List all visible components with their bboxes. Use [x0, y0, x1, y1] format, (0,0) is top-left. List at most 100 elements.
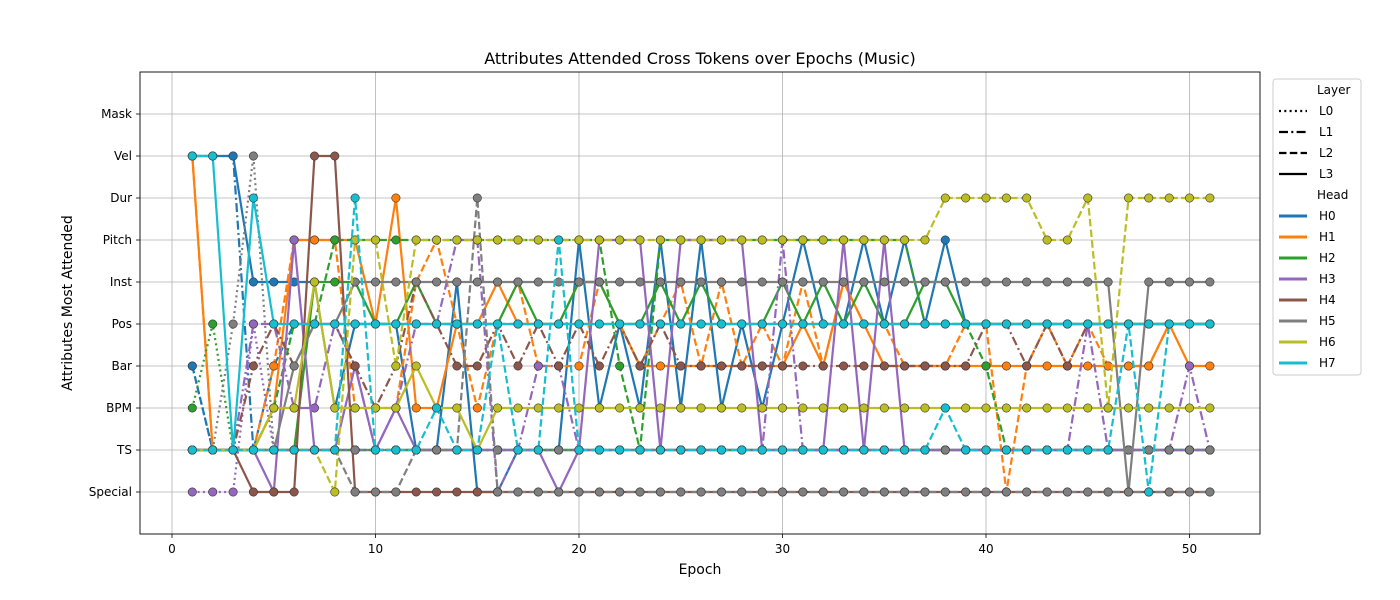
data-point	[472, 277, 482, 287]
data-point	[330, 235, 340, 245]
x-tick-label: 20	[571, 542, 586, 556]
data-point	[961, 319, 971, 329]
data-point	[859, 277, 869, 287]
data-point	[594, 277, 604, 287]
data-point	[493, 235, 503, 245]
data-point	[981, 361, 991, 371]
data-point	[574, 445, 584, 455]
data-point	[1083, 403, 1093, 413]
data-point	[1124, 403, 1134, 413]
data-point	[391, 403, 401, 413]
data-point	[696, 361, 706, 371]
data-point	[818, 235, 828, 245]
data-point	[1001, 487, 1011, 497]
data-point	[432, 403, 442, 413]
data-point	[920, 361, 930, 371]
data-point	[635, 361, 645, 371]
data-point	[269, 403, 279, 413]
data-point	[432, 487, 442, 497]
data-point	[411, 403, 421, 413]
data-point	[187, 361, 197, 371]
data-point	[350, 193, 360, 203]
data-point	[1062, 361, 1072, 371]
x-axis-label: Epoch	[679, 562, 722, 578]
data-point	[839, 361, 849, 371]
data-point	[228, 445, 238, 455]
data-point	[1083, 361, 1093, 371]
data-point	[676, 235, 686, 245]
data-point	[411, 277, 421, 287]
data-point	[411, 361, 421, 371]
data-point	[900, 277, 910, 287]
data-point	[391, 277, 401, 287]
data-point	[228, 487, 238, 497]
data-point	[1062, 487, 1072, 497]
data-point	[533, 487, 543, 497]
data-point	[696, 487, 706, 497]
legend-label: L0	[1319, 104, 1333, 118]
data-point	[452, 361, 462, 371]
legend-box	[1272, 78, 1362, 376]
data-point	[798, 487, 808, 497]
data-point	[472, 403, 482, 413]
data-point	[920, 487, 930, 497]
data-point	[1083, 445, 1093, 455]
data-point	[472, 193, 482, 203]
data-point	[452, 403, 462, 413]
data-point	[1124, 193, 1134, 203]
data-point	[900, 403, 910, 413]
data-point	[818, 361, 828, 371]
plot-frame	[139, 71, 1261, 535]
data-point	[554, 487, 564, 497]
data-point	[370, 319, 380, 329]
data-point	[228, 151, 238, 161]
data-point	[981, 487, 991, 497]
data-point	[981, 193, 991, 203]
data-point	[737, 487, 747, 497]
data-point	[615, 487, 625, 497]
data-point	[798, 445, 808, 455]
data-point	[574, 487, 584, 497]
data-point	[513, 235, 523, 245]
data-point	[940, 193, 950, 203]
data-point	[289, 235, 299, 245]
y-tick-label: Vel	[114, 149, 132, 163]
data-point	[1205, 445, 1215, 455]
data-point	[676, 403, 686, 413]
data-point	[248, 445, 258, 455]
data-point	[676, 445, 686, 455]
data-point	[1185, 445, 1195, 455]
data-point	[1205, 277, 1215, 287]
data-point	[1164, 193, 1174, 203]
data-point	[900, 445, 910, 455]
data-point	[289, 319, 299, 329]
data-point	[472, 235, 482, 245]
data-point	[635, 277, 645, 287]
data-point	[655, 235, 665, 245]
data-point	[1185, 319, 1195, 329]
data-point	[839, 445, 849, 455]
data-point	[757, 403, 767, 413]
data-point	[533, 277, 543, 287]
data-point	[574, 319, 584, 329]
data-point	[981, 403, 991, 413]
data-point	[1185, 487, 1195, 497]
data-point	[554, 361, 564, 371]
data-point	[737, 319, 747, 329]
series-line	[192, 196, 1210, 494]
data-point	[187, 487, 197, 497]
data-point	[940, 277, 950, 287]
data-point	[1001, 319, 1011, 329]
data-point	[676, 277, 686, 287]
legend-label: H0	[1319, 209, 1336, 223]
data-point	[757, 319, 767, 329]
data-point	[472, 445, 482, 455]
data-point	[269, 319, 279, 329]
data-point	[1001, 445, 1011, 455]
data-point	[452, 445, 462, 455]
data-point	[330, 277, 340, 287]
data-point	[248, 319, 258, 329]
data-point	[1124, 487, 1134, 497]
